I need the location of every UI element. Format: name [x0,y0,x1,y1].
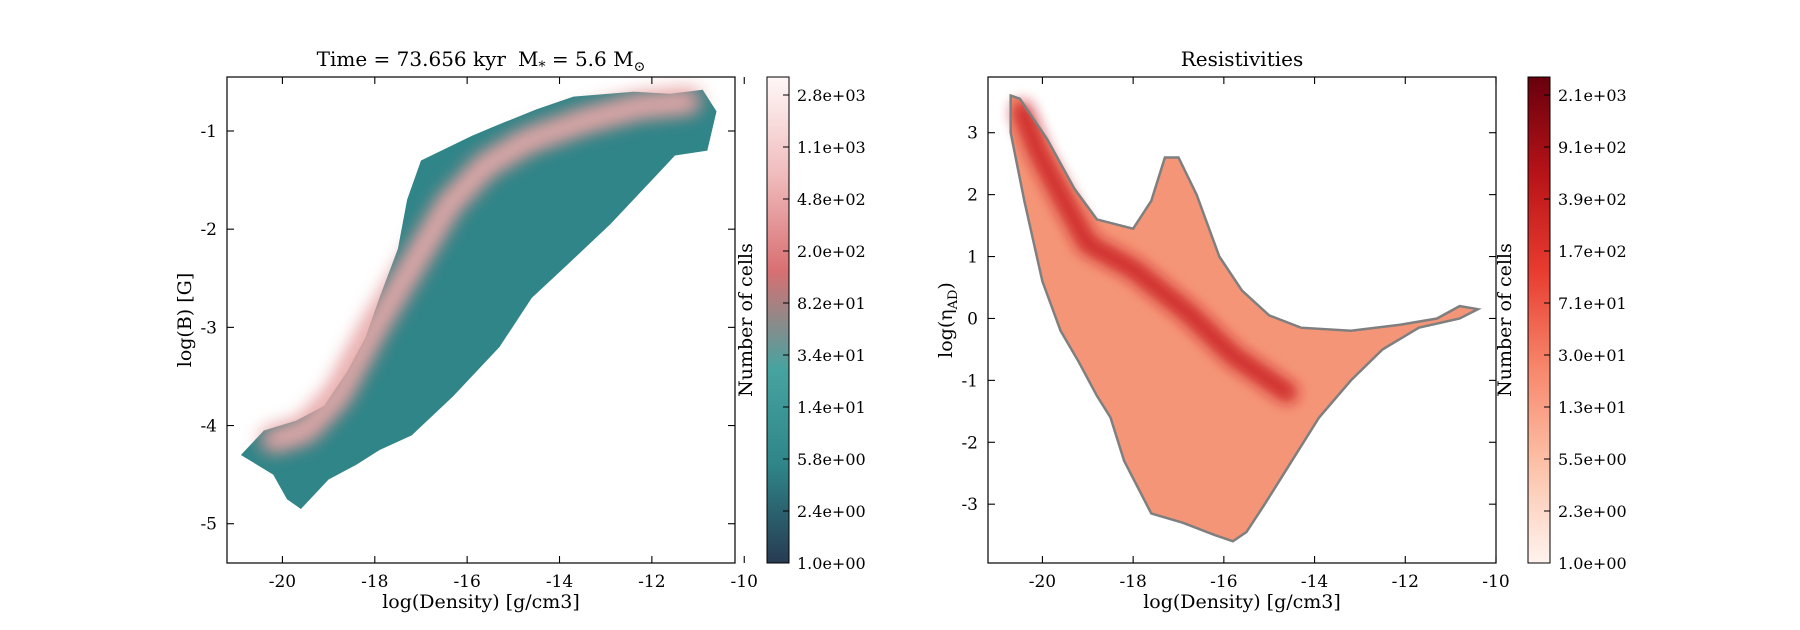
left-panel: Time = 73.656 kyr M* = 5.6 M⊙ -20 -18 -16 -1… [174,47,866,613]
right-y-tick-label: 0 [967,309,978,329]
right-x-tick-label: -12 [1392,572,1419,592]
right-resistivity-contour [1009,93,1482,543]
left-density-core [267,95,695,446]
left-colorbar [766,76,790,564]
left-colorbar-tick-label: 2.0e+02 [797,242,866,261]
left-colorbar-tick-label: 1.4e+01 [797,398,866,417]
right-resistivity-region [1010,95,1478,542]
left-density-region [240,89,717,510]
right-colorbar-ticks: 2.1e+03 9.1e+02 3.9e+02 1.7e+02 7.1e+01 3.0e+… [1544,86,1627,573]
left-colorbar-label: Number of cells [735,243,757,397]
right-x-tick-label: -16 [1210,572,1237,592]
right-colorbar-tick-label: 1.0e+00 [1558,554,1627,573]
left-x-tick-label: -14 [546,572,573,592]
left-colorbar-tick-label: 5.8e+00 [797,450,866,469]
right-y-tick-label: -2 [961,433,978,453]
left-y-tick-label: -1 [200,122,217,142]
left-x-tick-label: -10 [731,572,758,592]
left-colorbar-tick-label: 8.2e+01 [797,294,866,313]
left-colorbar-tick-label: 1.0e+00 [797,554,866,573]
left-y-tick-label: -4 [200,417,217,437]
right-plot-frame [987,76,1497,564]
left-x-tick-label: -12 [638,572,665,592]
right-colorbar-tick-label: 3.0e+01 [1558,346,1627,365]
left-plot-frame [226,76,736,564]
right-y-tick-label: 2 [967,186,978,206]
left-colorbar-tick-label: 3.4e+01 [797,346,866,365]
right-colorbar-label: Number of cells [1494,243,1516,397]
right-colorbar-tick-label: 5.5e+00 [1558,450,1627,469]
right-colorbar-tick-label: 1.7e+02 [1558,242,1627,261]
right-panel: Resistivities -20 -18 -16 -14 -12 -10-3-2-101… [935,47,1627,613]
left-colorbar-tick-label: 2.4e+00 [797,502,866,521]
right-x-tick-label: -14 [1301,572,1328,592]
left-colorbar-tick-label: 1.1e+03 [797,138,866,157]
right-colorbar-tick-label: 7.1e+01 [1558,294,1627,313]
right-y-tick-label: 3 [967,124,978,144]
left-axis-ticks: -20 -18 -16 -14 -12 -10 -5 -4 -3 -2 -1 [200,77,758,592]
left-colorbar-ticks: 2.8e+03 1.1e+03 4.8e+02 2.0e+02 8.2e+01 3.4e+… [783,86,866,573]
left-chart-title: Time = 73.656 kyr M* = 5.6 M⊙ [317,47,646,75]
right-colorbar-tick-label: 2.3e+00 [1558,502,1627,521]
left-x-tick-label: -18 [361,572,388,592]
left-y-tick-label: -5 [200,515,217,535]
left-x-axis-label: log(Density) [g/cm3] [382,591,580,613]
right-x-tick-label: -10 [1482,572,1509,592]
right-colorbar-tick-label: 3.9e+02 [1558,190,1627,209]
right-x-axis-label: log(Density) [g/cm3] [1143,591,1341,613]
left-x-tick-label: -16 [453,572,480,592]
left-colorbar-tick-label: 2.8e+03 [797,86,866,105]
right-colorbar-tick-label: 9.1e+02 [1558,138,1627,157]
right-colorbar-tick-label: 1.3e+01 [1558,398,1627,417]
right-x-tick-label: -20 [1029,572,1056,592]
left-x-tick-label: -20 [269,572,296,592]
left-colorbar-tick-label: 4.8e+02 [797,190,866,209]
right-y-tick-label: -3 [961,495,978,515]
left-y-tick-label: -3 [200,318,217,338]
right-y-tick-label: -1 [961,371,978,391]
right-y-axis-label: log(ηAD) [935,282,961,358]
right-colorbar-tick-label: 2.1e+03 [1558,86,1627,105]
right-x-tick-label: -18 [1119,572,1146,592]
right-resistivity-ridge [1011,100,1298,403]
right-colorbar [1527,76,1551,564]
left-y-tick-label: -2 [200,220,217,240]
right-chart-title: Resistivities [1181,47,1303,71]
right-y-tick-label: 1 [967,248,978,268]
left-y-axis-label: log(B) [G] [174,273,196,368]
